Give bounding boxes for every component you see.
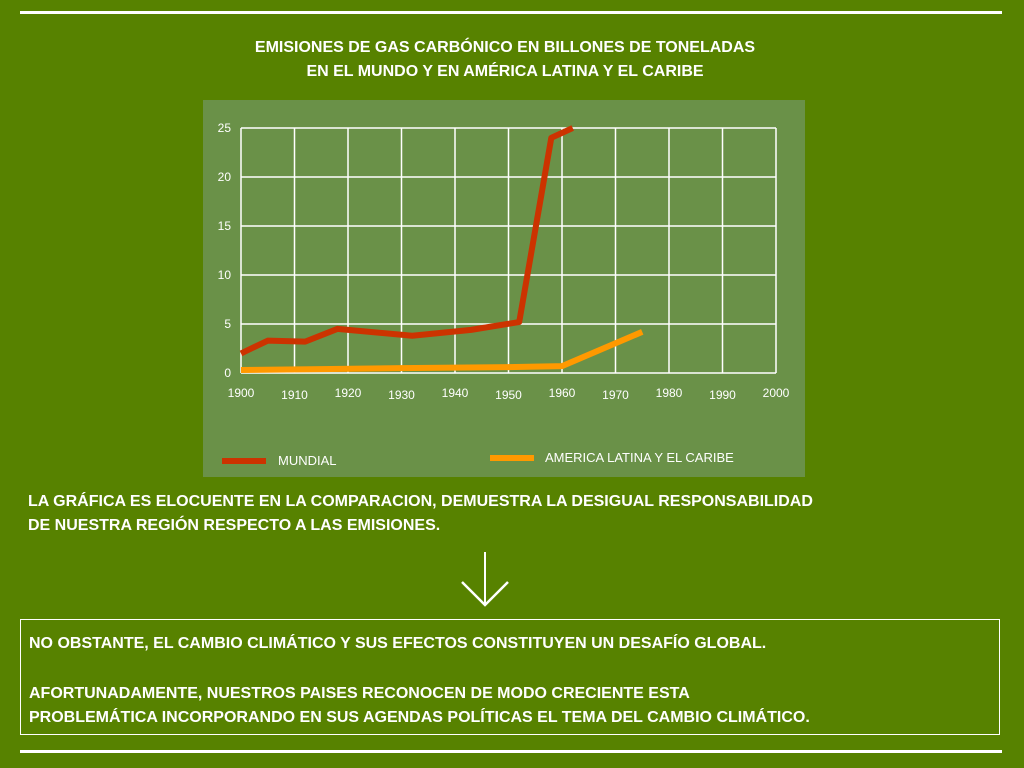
arrow-down-icon: [461, 552, 509, 607]
y-axis-ticks: 0 5 10 15 20 25: [218, 121, 232, 380]
chart-title-line-2: EN EL MUNDO Y EN AMÉRICA LATINA Y EL CAR…: [306, 63, 704, 80]
x-tick-label: 1950: [495, 388, 522, 402]
x-tick-label: 2000: [763, 386, 790, 400]
series-line-mundial: [239, 125, 574, 357]
chart-title-line-1: EMISIONES DE GAS CARBÓNICO EN BILLONES D…: [254, 39, 756, 56]
x-tick-label: 1980: [656, 386, 683, 400]
x-tick-label: 1900: [228, 386, 255, 400]
explanation-paragraph: LA GRÁFICA ES ELOCUENTE EN LA COMPARACIO…: [28, 490, 1008, 538]
y-tick-label: 10: [218, 268, 232, 282]
conclusion-line-1: NO OBSTANTE, EL CAMBIO CLIMÁTICO Y SUS E…: [29, 635, 767, 652]
bottom-divider: [20, 750, 1002, 753]
x-tick-label: 1970: [602, 388, 629, 402]
legend-label-america-latina: AMERICA LATINA Y EL CARIBE: [545, 450, 734, 465]
legend-label-mundial: MUNDIAL: [278, 453, 337, 468]
chart-legend: MUNDIAL AMERICA LATINA Y EL CARIBE: [222, 450, 734, 468]
top-divider: [20, 11, 1002, 14]
x-tick-label: 1930: [388, 388, 415, 402]
series-line-america-latina: [240, 329, 644, 374]
y-tick-label: 5: [224, 317, 231, 331]
explanation-line-1: LA GRÁFICA ES ELOCUENTE EN LA COMPARACIO…: [28, 493, 813, 510]
chart-grid: [240, 127, 777, 374]
x-tick-label: 1990: [709, 388, 736, 402]
y-tick-label: 15: [218, 219, 232, 233]
conclusion-line-2: AFORTUNADAMENTE, NUESTROS PAISES RECONOC…: [29, 685, 690, 702]
explanation-line-2: DE NUESTRA REGIÓN RESPECTO A LAS EMISION…: [28, 517, 441, 534]
x-tick-label: 1910: [281, 388, 308, 402]
y-tick-label: 0: [224, 366, 231, 380]
chart-panel: 0 5 10 15 20 25 1900 1910 1920 1930 1940 1950 1960 1…: [203, 100, 805, 477]
x-axis-ticks: 1900 1910 1920 1930 1940 1950 1960 1970 1980 1990…: [228, 386, 790, 402]
conclusion-line-3: PROBLEMÁTICA INCORPORANDO EN SUS AGENDAS…: [29, 709, 810, 726]
x-tick-label: 1940: [442, 386, 469, 400]
conclusion-box: NO OBSTANTE, EL CAMBIO CLIMÁTICO Y SUS E…: [20, 619, 1000, 735]
y-tick-label: 25: [218, 121, 232, 135]
x-tick-label: 1960: [549, 386, 576, 400]
chart-series: [239, 125, 644, 374]
y-tick-label: 20: [218, 170, 232, 184]
x-tick-label: 1920: [335, 386, 362, 400]
